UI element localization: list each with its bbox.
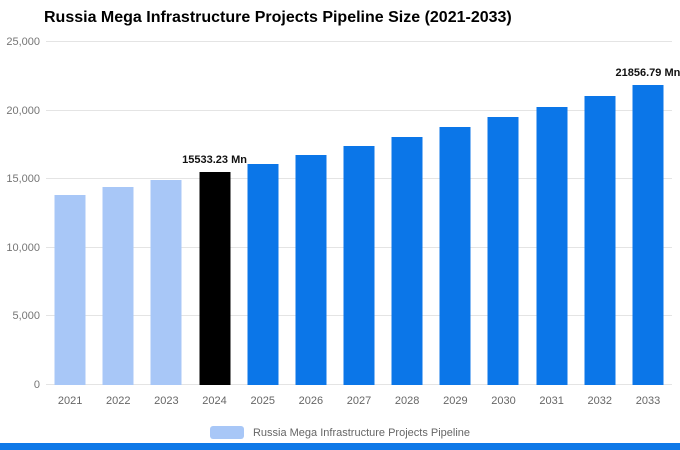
bar-2026[interactable] [295, 155, 327, 385]
y-axis-tick-label: 5,000 [12, 310, 40, 323]
bar-column-2030: 2030 [479, 42, 527, 407]
y-axis-tick-label: 10,000 [6, 241, 40, 254]
page-bottom-strip [0, 443, 680, 450]
bar-2032[interactable] [584, 96, 616, 385]
x-axis-tick-label: 2025 [250, 395, 275, 407]
x-axis-tick-label: 2029 [443, 395, 468, 407]
x-axis-tick-label: 2031 [539, 395, 564, 407]
bar-column-2022: 2022 [94, 42, 142, 407]
bar-column-2031: 2031 [528, 42, 576, 407]
x-axis-tick-label: 2032 [587, 395, 613, 407]
x-axis-tick-label: 2021 [57, 395, 83, 407]
bar-column-2027: 2027 [335, 42, 383, 407]
legend-swatch [209, 426, 244, 439]
bar-2027[interactable] [343, 146, 375, 385]
bar-column-2032: 2032 [576, 42, 624, 407]
bar-column-2029: 2029 [431, 42, 479, 407]
x-axis-tick-label: 2024 [202, 395, 227, 407]
bar-2030[interactable] [487, 117, 519, 385]
x-axis-tick-label: 2027 [346, 395, 372, 407]
x-axis-tick-label: 2026 [298, 395, 324, 407]
x-axis-tick-label: 2028 [394, 395, 420, 407]
plot-area: 2021 2022 2023 2024 15533.23 Mn 2025 2026 2027 2… [46, 41, 680, 407]
bars-row: 2021 2022 2023 2024 15533.23 Mn 2025 2026 2027 2… [46, 42, 680, 407]
bar-column-2025: 2025 [239, 42, 287, 407]
bar-2023[interactable] [150, 179, 182, 385]
bar-column-2021: 2021 [46, 42, 94, 407]
bar-2024[interactable] [199, 171, 231, 385]
bar-column-2033: 2033 21856.79 Mn [616, 42, 680, 407]
bar-column-2024: 2024 15533.23 Mn [182, 42, 247, 407]
x-axis-tick-label: 2033 [635, 395, 661, 407]
data-label: 15533.23 Mn [182, 153, 247, 166]
x-axis-tick-label: 2022 [105, 395, 131, 407]
y-axis: 25,000 20,000 15,000 10,000 5,000 0 [0, 36, 40, 391]
gridline [46, 109, 672, 111]
bar-column-2023: 2023 [142, 42, 190, 407]
legend-label: Russia Mega Infrastructure Projects Pipe… [252, 426, 471, 439]
y-axis-tick-label: 25,000 [6, 36, 40, 48]
bar-2022[interactable] [102, 187, 134, 385]
legend[interactable]: Russia Mega Infrastructure Projects Pipe… [0, 426, 680, 439]
bar-2031[interactable] [536, 107, 568, 385]
bar-2021[interactable] [54, 194, 86, 385]
y-axis-tick-label: 0 [33, 379, 40, 391]
y-axis-tick-label: 20,000 [6, 104, 40, 117]
bar-2025[interactable] [247, 163, 279, 385]
data-label: 21856.79 Mn [615, 67, 680, 80]
y-axis-tick-label: 15,000 [6, 173, 40, 186]
bar-2029[interactable] [439, 127, 471, 385]
bar-column-2026: 2026 [287, 42, 335, 407]
bar-2033[interactable] [632, 85, 664, 385]
chart-title: Russia Mega Infrastructure Projects Pipe… [44, 9, 512, 26]
bar-column-2028: 2028 [383, 42, 431, 407]
gridline [46, 41, 672, 42]
bar-2028[interactable] [391, 136, 423, 385]
x-axis-tick-label: 2030 [491, 395, 516, 407]
x-axis-tick-label: 2023 [154, 395, 179, 407]
